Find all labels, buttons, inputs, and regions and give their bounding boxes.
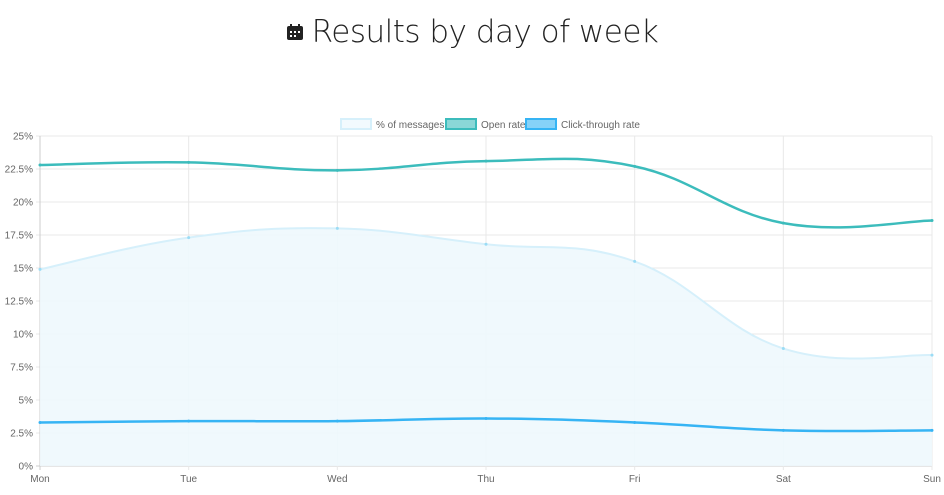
data-point xyxy=(38,420,42,424)
legend-swatch xyxy=(340,118,372,130)
y-tick-label: 2.5% xyxy=(10,429,33,440)
data-point xyxy=(781,221,785,225)
data-point xyxy=(633,420,637,424)
y-tick-label: 12.5% xyxy=(5,297,33,308)
series-area-0 xyxy=(40,228,932,466)
title-text: Results by day of week xyxy=(311,14,659,50)
y-tick-label: 22.5% xyxy=(5,165,33,176)
legend-swatch xyxy=(525,118,557,130)
legend-label: Click-through rate xyxy=(561,120,640,131)
y-tick-label: 7.5% xyxy=(10,363,33,374)
legend-swatch xyxy=(445,118,477,130)
page-title: Results by day of week xyxy=(0,14,944,52)
data-point xyxy=(484,242,488,246)
data-point xyxy=(335,226,339,230)
data-point xyxy=(484,159,488,163)
y-tick-label: 0% xyxy=(19,462,34,473)
y-tick-label: 5% xyxy=(19,396,34,407)
data-point xyxy=(930,353,934,357)
x-tick-label: Sat xyxy=(776,474,791,485)
data-point xyxy=(187,236,191,240)
x-tick-label: Wed xyxy=(327,474,347,485)
x-tick-label: Tue xyxy=(180,474,197,485)
data-point xyxy=(930,218,934,222)
y-tick-label: 25% xyxy=(13,132,33,143)
data-point xyxy=(335,419,339,423)
data-point xyxy=(781,347,785,351)
data-point xyxy=(633,259,637,263)
data-point xyxy=(930,428,934,432)
x-tick-label: Thu xyxy=(477,474,494,485)
y-tick-label: 20% xyxy=(13,198,33,209)
data-point xyxy=(484,416,488,420)
legend-label: % of messages xyxy=(376,120,444,131)
data-point xyxy=(38,163,42,167)
data-point xyxy=(335,168,339,172)
x-tick-label: Mon xyxy=(30,474,49,485)
calendar-icon xyxy=(286,13,304,49)
legend-label: Open rate xyxy=(481,120,526,131)
data-point xyxy=(633,164,637,168)
x-tick-label: Fri xyxy=(629,474,641,485)
y-tick-label: 17.5% xyxy=(5,231,33,242)
data-point xyxy=(187,419,191,423)
y-tick-label: 10% xyxy=(13,330,33,341)
y-tick-label: 15% xyxy=(13,264,33,275)
data-point xyxy=(38,267,42,271)
x-tick-label: Sun xyxy=(923,474,941,485)
data-point xyxy=(781,428,785,432)
data-point xyxy=(187,160,191,164)
